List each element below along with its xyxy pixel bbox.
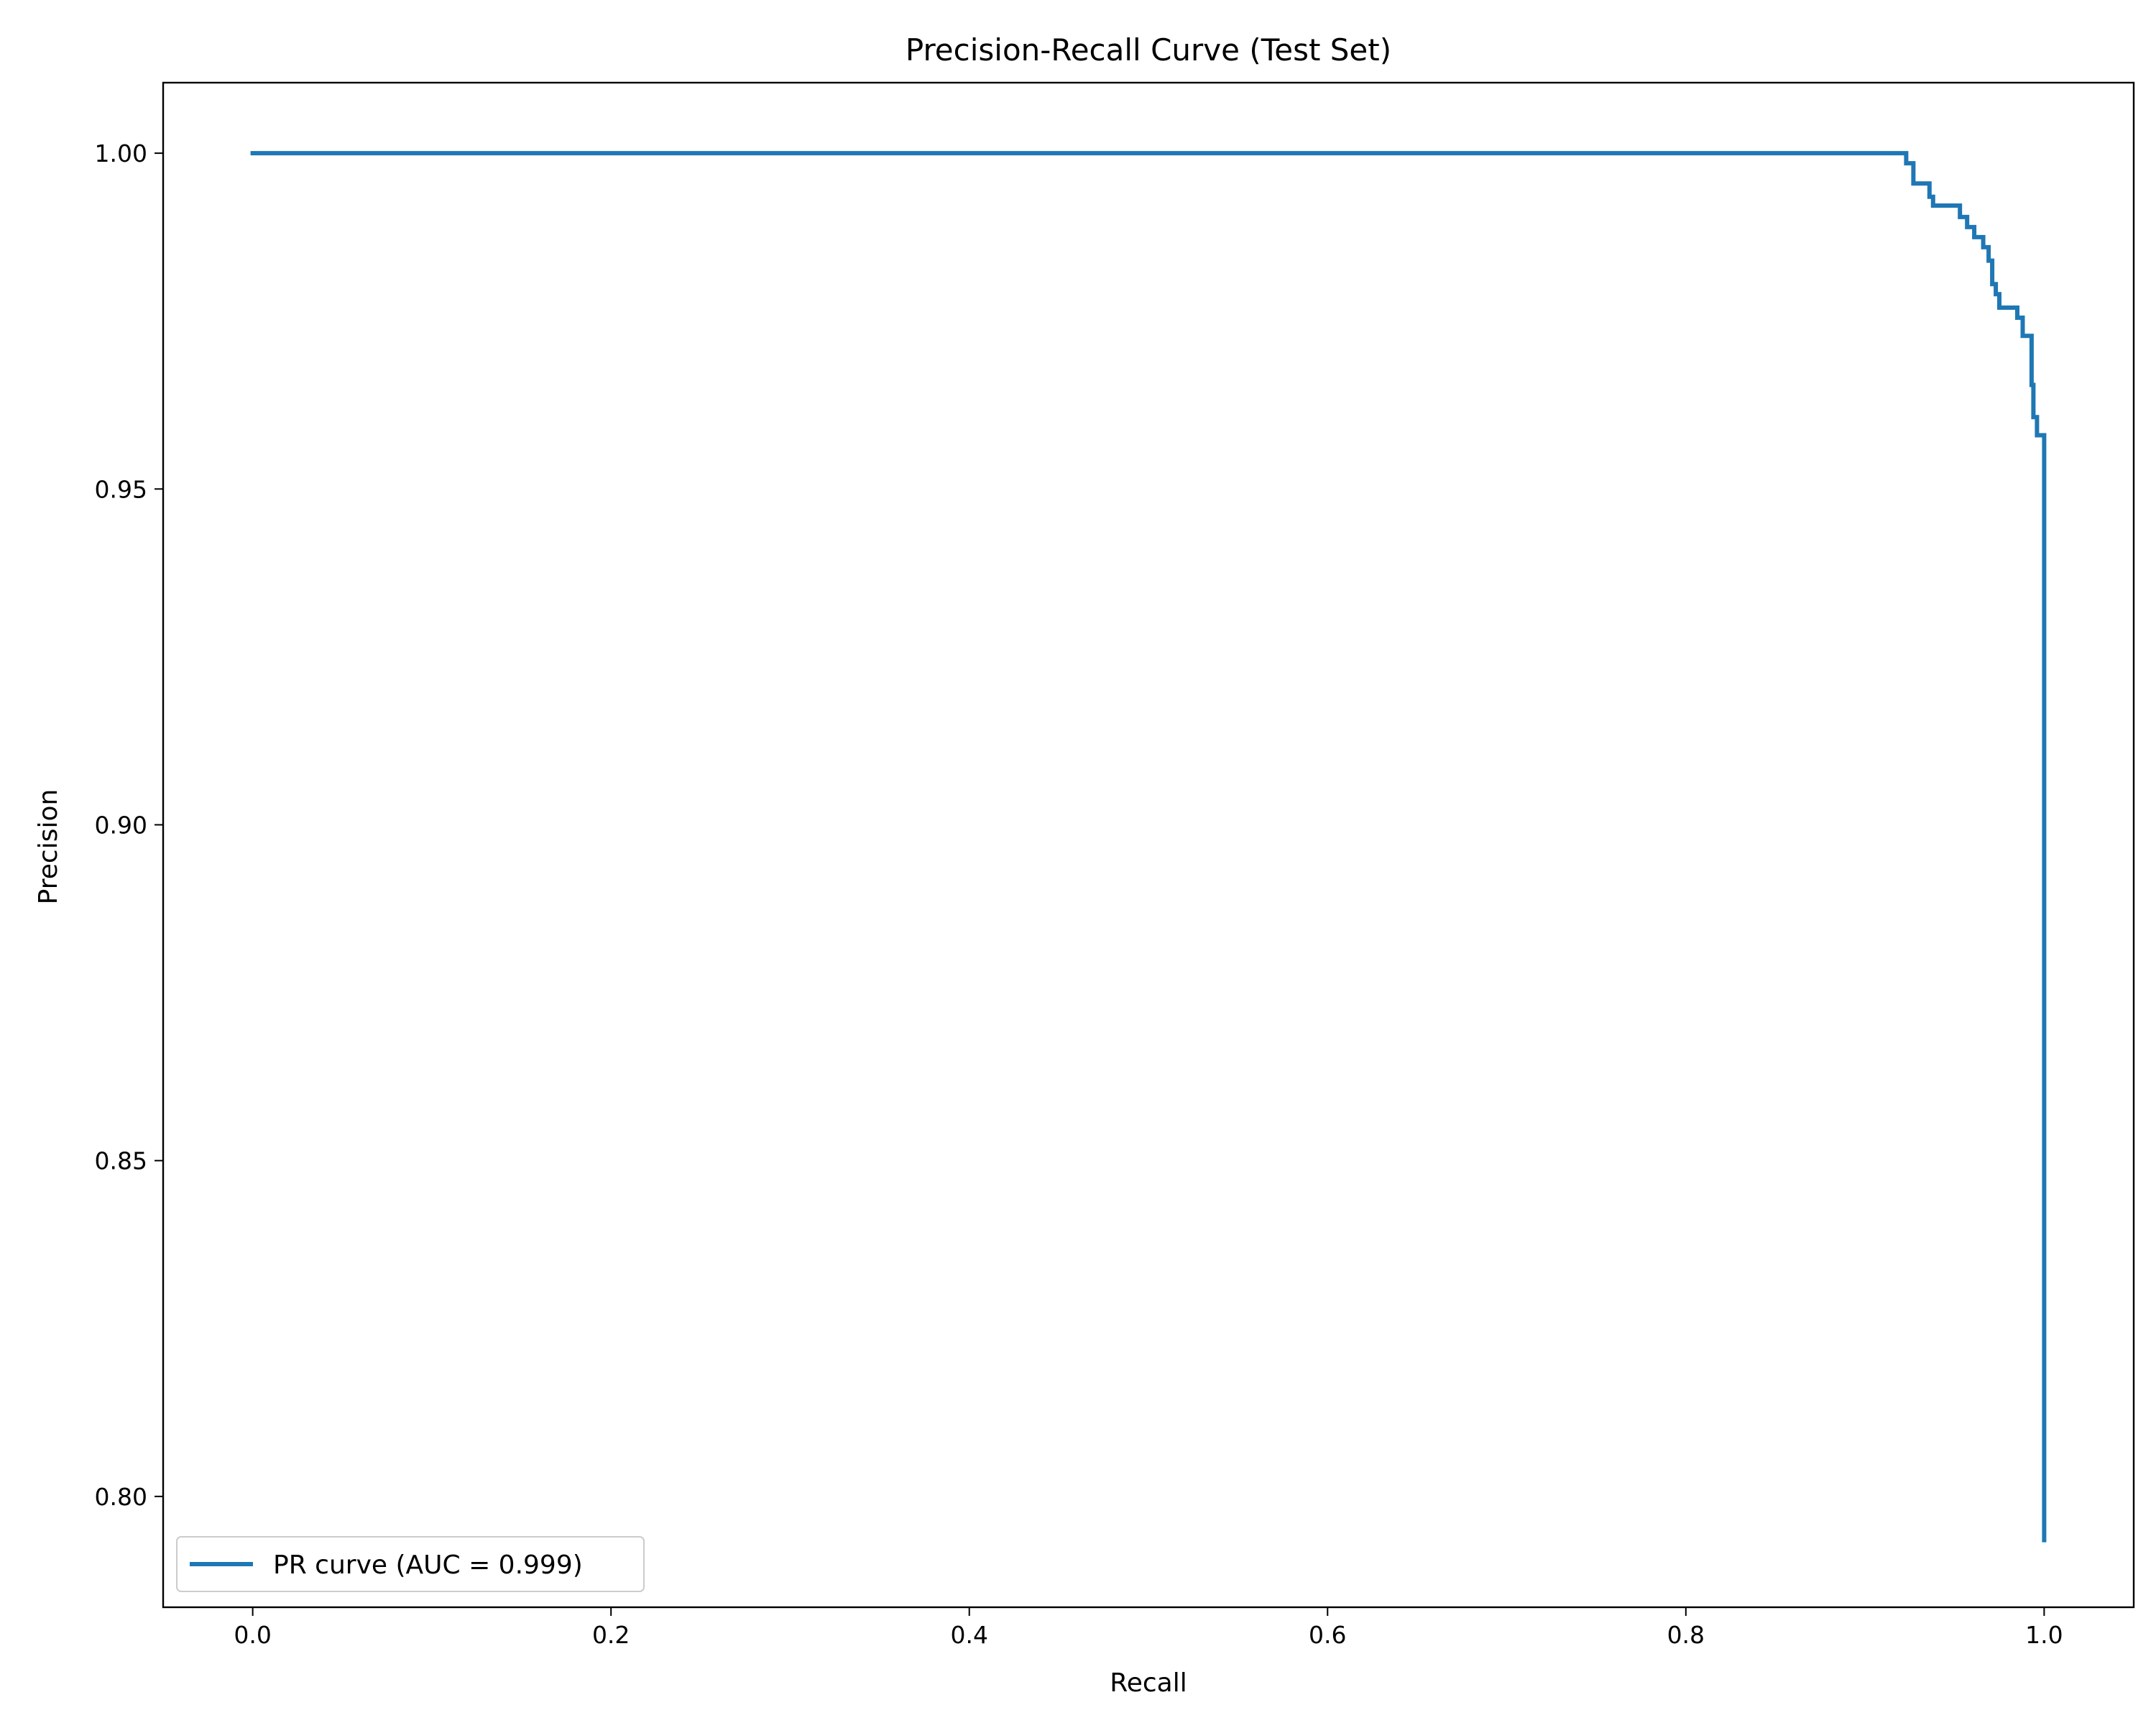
plot-area <box>250 151 2047 1543</box>
x-tick-label: 1.0 <box>2025 1621 2063 1649</box>
y-tick-label: 1.00 <box>95 139 147 167</box>
x-tick-label: 0.8 <box>1667 1621 1705 1649</box>
legend-entry-pr-curve: PR curve (AUC = 0.999) <box>273 1550 583 1580</box>
legend-box <box>176 1536 645 1592</box>
legend: PR curve (AUC = 0.999) <box>176 1536 645 1592</box>
x-axis-label: Recall <box>1110 1668 1187 1698</box>
series-line-pr-curve <box>250 151 2047 1543</box>
y-axis: 0.80 0.85 0.90 0.95 1.00 <box>95 139 163 1511</box>
x-tick-label: 0.4 <box>950 1621 987 1649</box>
x-tick-label: 0.6 <box>1309 1621 1346 1649</box>
y-tick-label: 0.85 <box>95 1147 147 1175</box>
x-tick-label: 0.0 <box>234 1621 271 1649</box>
y-axis-label: Precision <box>34 789 63 905</box>
axes-frame <box>162 81 2135 1609</box>
y-tick-label: 0.80 <box>95 1483 147 1511</box>
chart-title: Precision-Recall Curve (Test Set) <box>906 32 1391 68</box>
y-tick-label: 0.90 <box>95 811 147 839</box>
y-tick-label: 0.95 <box>95 475 147 503</box>
x-axis: 0.0 0.2 0.4 0.6 0.8 1.0 <box>234 1607 2063 1649</box>
x-tick-label: 0.2 <box>592 1621 630 1649</box>
